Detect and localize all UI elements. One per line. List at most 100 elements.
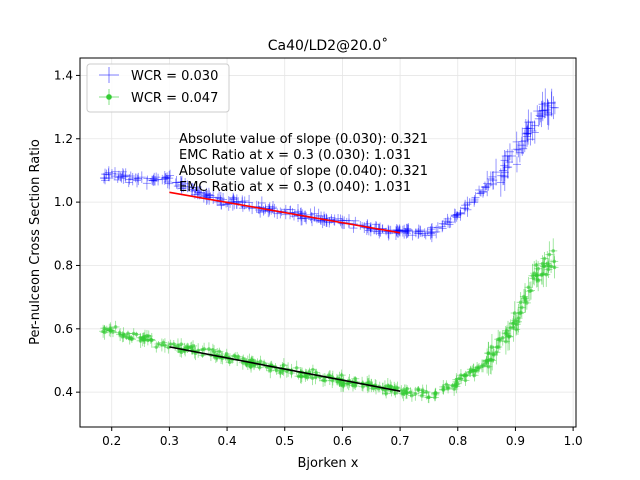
data-point — [538, 103, 547, 119]
data-point — [104, 166, 113, 179]
data-point — [500, 149, 509, 171]
data-point — [453, 211, 462, 218]
data-point — [482, 184, 491, 190]
data-point — [177, 346, 186, 358]
data-point — [460, 372, 469, 379]
data-point — [394, 226, 403, 235]
data-point — [234, 353, 243, 360]
data-point — [508, 149, 517, 163]
data-point — [119, 169, 128, 184]
data-point — [100, 325, 109, 331]
y-tick-label: 0.6 — [54, 322, 73, 336]
data-point — [188, 186, 197, 196]
x-tick-label: 0.9 — [506, 434, 525, 448]
data-point — [303, 374, 312, 381]
data-point — [503, 156, 512, 179]
data-point — [411, 228, 420, 234]
data-point — [125, 174, 134, 185]
data-point — [450, 208, 459, 222]
data-point — [375, 224, 384, 239]
data-point — [524, 119, 533, 137]
data-point — [171, 178, 180, 187]
data-point — [205, 193, 214, 199]
data-point — [550, 101, 559, 115]
x-tick-label: 0.5 — [275, 434, 294, 448]
data-point — [106, 324, 115, 338]
data-point — [203, 190, 212, 204]
annotation-line-2: EMC Ratio at x = 0.3 (0.030): 1.031 — [179, 148, 411, 163]
data-point — [549, 96, 558, 120]
data-point — [118, 172, 127, 179]
data-point — [417, 390, 426, 402]
data-point — [297, 210, 306, 226]
data-point — [255, 205, 264, 215]
data-point — [401, 227, 410, 234]
data-point — [536, 110, 545, 123]
data-point — [438, 221, 447, 233]
data-point — [526, 121, 535, 136]
data-point — [443, 213, 452, 224]
data-point — [206, 192, 215, 199]
data-point — [151, 176, 160, 186]
data-point — [416, 226, 425, 237]
data-point — [114, 170, 123, 178]
data-point — [489, 171, 498, 190]
data-point — [247, 356, 256, 363]
annotation-line-3: Absolute value of slope (0.040): 0.321 — [179, 164, 428, 179]
data-point — [418, 230, 427, 238]
data-point — [281, 210, 290, 220]
data-point — [463, 196, 472, 212]
data-point — [512, 131, 521, 153]
data-point — [527, 281, 536, 300]
data-point — [229, 192, 238, 203]
data-point — [501, 150, 510, 162]
data-point — [498, 155, 507, 186]
data-point — [476, 190, 485, 197]
data-point — [383, 378, 392, 393]
data-point — [179, 183, 188, 193]
data-point — [102, 169, 111, 179]
data-point — [363, 220, 372, 228]
data-point — [344, 214, 353, 228]
data-point — [149, 175, 158, 187]
data-point — [176, 175, 185, 189]
data-point — [407, 389, 416, 402]
data-point — [200, 192, 209, 199]
data-point — [463, 202, 472, 217]
data-point — [191, 188, 200, 194]
data-point — [533, 105, 542, 117]
data-point — [113, 176, 122, 183]
data-point — [147, 175, 156, 185]
data-point — [308, 371, 317, 386]
y-tick-label: 0.8 — [54, 258, 73, 272]
data-point — [421, 231, 430, 240]
data-point — [110, 167, 119, 177]
x-tick-label: 0.8 — [448, 434, 467, 448]
data-point — [505, 143, 514, 161]
data-point — [538, 91, 547, 117]
data-point — [181, 178, 190, 190]
data-point — [101, 168, 110, 180]
data-point — [395, 225, 404, 237]
data-point — [523, 124, 532, 143]
data-point — [306, 208, 315, 222]
data-point — [188, 182, 197, 193]
data-point — [414, 224, 423, 238]
data-point — [162, 175, 171, 181]
data-point — [172, 176, 181, 189]
data-point — [427, 228, 436, 243]
data-point — [540, 260, 549, 272]
data-point — [229, 195, 238, 204]
data-point — [533, 271, 542, 287]
data-point — [523, 126, 532, 147]
data-point — [534, 110, 543, 127]
data-point — [530, 121, 539, 144]
data-point — [183, 180, 192, 193]
data-point — [308, 212, 317, 227]
data-point — [205, 190, 214, 205]
grid — [80, 58, 576, 427]
data-point — [480, 181, 489, 193]
data-point — [538, 100, 547, 122]
data-point — [521, 119, 530, 149]
data-point — [121, 172, 130, 181]
